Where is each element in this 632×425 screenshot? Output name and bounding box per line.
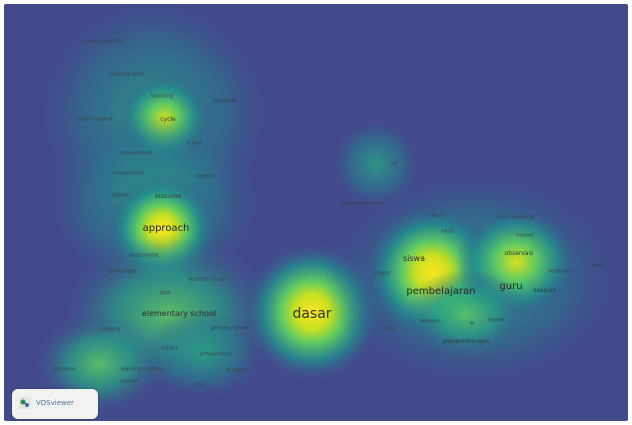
term-label[interactable]: cycle: [160, 116, 176, 123]
term-label[interactable]: approach: [142, 223, 190, 234]
term-label[interactable]: context: [194, 173, 214, 180]
term-label[interactable]: siklus: [428, 212, 444, 219]
term-label[interactable]: improvement: [119, 150, 153, 157]
term-label[interactable]: assessment: [129, 252, 159, 259]
term-label[interactable]: aspect: [111, 192, 129, 199]
term-label[interactable]: learning result: [108, 71, 146, 78]
term-label[interactable]: berbasis: [419, 318, 441, 325]
term-label[interactable]: primary school: [211, 325, 249, 332]
term-label[interactable]: penerapan model: [341, 200, 387, 207]
vosviewer-icon: [19, 397, 31, 409]
term-label[interactable]: mata pelajaran: [497, 214, 535, 221]
term-label[interactable]: inovasi: [516, 232, 534, 239]
term-label[interactable]: guru: [499, 281, 523, 292]
term-label[interactable]: outcome: [154, 193, 182, 200]
term-label[interactable]: kelas: [591, 262, 605, 269]
term-label[interactable]: siswa: [402, 254, 426, 263]
term-label[interactable]: al: [469, 320, 475, 327]
term-label[interactable]: category: [97, 326, 121, 333]
term-label[interactable]: research study: [188, 276, 226, 283]
term-label[interactable]: achievement: [199, 351, 233, 358]
vosviewer-logo-text: VOSviewer: [36, 399, 74, 407]
term-label[interactable]: tingkat: [373, 270, 391, 277]
term-label[interactable]: mata pelajaran: [86, 38, 124, 45]
term-label[interactable]: strategy: [225, 367, 247, 374]
term-label[interactable]: sd: [391, 160, 397, 167]
vosviewer-logo: VOSviewer: [12, 389, 98, 419]
term-label[interactable]: pembelajaran: [406, 286, 476, 297]
term-label[interactable]: student aspect: [75, 116, 113, 123]
term-label[interactable]: school: [185, 140, 203, 147]
term-label[interactable]: membaca: [547, 268, 573, 275]
term-label[interactable]: penelitian: [212, 98, 238, 105]
term-label[interactable]: competence: [112, 170, 144, 177]
term-label[interactable]: materi: [487, 317, 505, 324]
term-label[interactable]: student: [119, 378, 139, 385]
term-label[interactable]: sekolah: [533, 287, 557, 294]
term-label[interactable]: elementary school: [141, 309, 217, 318]
term-label[interactable]: pengembangan: [442, 338, 490, 345]
density-map[interactable]: mata pelajaran learning result teaching …: [4, 4, 628, 421]
term-label[interactable]: impact: [160, 345, 178, 352]
density-heatmap: [4, 4, 628, 421]
term-label[interactable]: learning medium: [120, 366, 164, 373]
term-label[interactable]: teaching: [151, 93, 173, 100]
term-label[interactable]: observasi: [504, 250, 534, 257]
term-label[interactable]: dasar: [292, 306, 332, 322]
term-label[interactable]: literature: [52, 366, 76, 373]
term-label[interactable]: yang: [382, 325, 396, 332]
term-label[interactable]: percentage: [107, 268, 137, 275]
term-label[interactable]: hasil: [441, 228, 453, 235]
term-label[interactable]: tool: [195, 381, 205, 388]
term-label[interactable]: faith: [159, 290, 171, 297]
